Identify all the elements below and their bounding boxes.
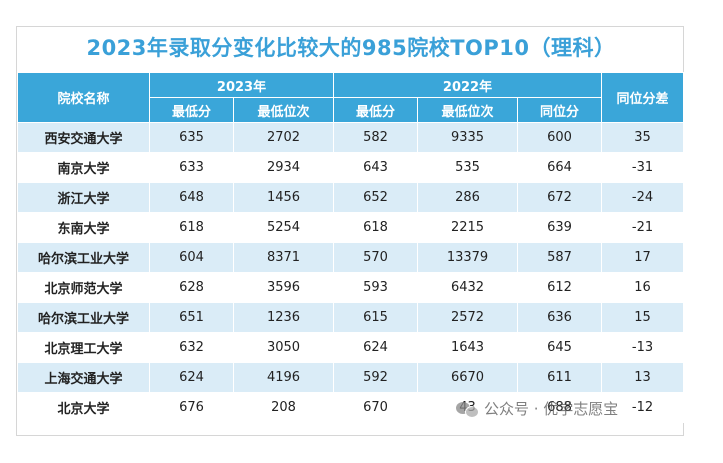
cell-2022-equiv-score: 611 [516, 362, 603, 393]
cell-diff: 17 [601, 242, 685, 273]
cell-school-name: 东南大学 [17, 212, 150, 243]
header-2023: 2023年 [149, 72, 334, 98]
header-row-sub: 最低分 最低位次 最低分 最低位次 同位分 [18, 97, 684, 123]
cell-2022-min-score: 618 [333, 212, 418, 243]
cell-school-name: 南京大学 [17, 152, 150, 183]
cell-2022-equiv-score: 664 [516, 152, 603, 183]
cell-2023-min-score: 633 [149, 152, 234, 183]
cell-2023-min-rank: 8371 [233, 242, 334, 273]
cell-2023-min-rank: 2934 [233, 152, 334, 183]
watermark: 公众号 · 优学志愿宝 [456, 398, 618, 419]
cell-2023-min-score: 635 [149, 122, 234, 153]
cell-2022-equiv-score: 688 [516, 392, 603, 423]
header-2022: 2022年 [332, 72, 603, 98]
admission-table: 院校名称 2023年 2022年 同位分差 最低分 最低位次 最低分 最低位次 … [17, 72, 685, 423]
cell-2022-min-rank: 2215 [417, 212, 518, 243]
table-row: 哈尔滨工业大学 651 1236 615 2572 636 15 [17, 302, 685, 333]
cell-2022-min-score: 593 [333, 272, 418, 303]
cell-2023-min-score: 624 [149, 362, 234, 393]
cell-2022-equiv-score: 587 [516, 242, 603, 273]
wechat-icon [456, 400, 479, 418]
cell-2022-min-rank: 6432 [417, 272, 518, 303]
cell-2022-min-score: 624 [333, 332, 418, 363]
header-row-top: 院校名称 2023年 2022年 同位分差 [17, 72, 685, 123]
cell-2022-min-score: 652 [333, 182, 418, 213]
cell-2023-min-rank: 208 [233, 392, 334, 423]
table-card: 2023年录取分变化比较大的985院校TOP10（理科） 院校名称 2023年 … [16, 26, 685, 436]
cell-diff: 13 [601, 362, 685, 393]
header-2023-min-rank: 最低位次 [233, 97, 334, 123]
cell-2023-min-score: 628 [149, 272, 234, 303]
cell-school-name: 哈尔滨工业大学 [17, 302, 150, 333]
cell-2022-min-rank: 43 [417, 392, 518, 423]
cell-2022-equiv-score: 600 [516, 122, 603, 153]
table-row: 南京大学 633 2934 643 535 664 -31 [17, 152, 685, 183]
table-row: 西安交通大学 635 2702 582 9335 600 35 [17, 122, 685, 153]
cell-2022-min-score: 670 [333, 392, 418, 423]
table-body: 西安交通大学 635 2702 582 9335 600 35 南京大学 633 2934 643 5… [17, 122, 685, 423]
cell-2022-min-rank: 2572 [417, 302, 518, 333]
cell-2023-min-rank: 3050 [233, 332, 334, 363]
table-row: 哈尔滨工业大学 604 8371 570 13379 587 17 [17, 242, 685, 273]
cell-2022-equiv-score: 636 [516, 302, 603, 333]
cell-2022-min-score: 592 [333, 362, 418, 393]
cell-2023-min-rank: 2702 [233, 122, 334, 153]
cell-2023-min-score: 651 [149, 302, 234, 333]
cell-diff: -12 [601, 392, 685, 423]
table-title: 2023年录取分变化比较大的985院校TOP10（理科） [86, 36, 616, 60]
cell-diff: 15 [601, 302, 685, 333]
header-2023-min-score: 最低分 [149, 97, 234, 123]
cell-diff: -21 [601, 212, 685, 243]
cell-diff: -13 [601, 332, 685, 363]
header-school: 院校名称 [17, 72, 150, 123]
table-row: 北京理工大学 632 3050 624 1643 645 -13 [17, 332, 685, 363]
cell-2023-min-rank: 1236 [233, 302, 334, 333]
table-row: 浙江大学 648 1456 652 286 672 -24 [17, 182, 685, 213]
cell-2023-min-rank: 5254 [233, 212, 334, 243]
cell-school-name: 北京师范大学 [17, 272, 150, 303]
table-row: 北京大学 676 208 670 43 688 -12 [17, 392, 685, 423]
cell-2022-min-score: 582 [333, 122, 418, 153]
cell-2023-min-score: 632 [149, 332, 234, 363]
cell-school-name: 哈尔滨工业大学 [17, 242, 150, 273]
cell-2022-min-rank: 286 [417, 182, 518, 213]
cell-diff: 16 [601, 272, 685, 303]
table-row: 东南大学 618 5254 618 2215 639 -21 [17, 212, 685, 243]
table-row: 上海交通大学 624 4196 592 6670 611 13 [17, 362, 685, 393]
cell-school-name: 上海交通大学 [17, 362, 150, 393]
cell-2022-min-score: 570 [333, 242, 418, 273]
cell-2023-min-score: 604 [149, 242, 234, 273]
header-2022-equiv-score: 同位分 [516, 97, 603, 123]
cell-2022-equiv-score: 645 [516, 332, 603, 363]
cell-2023-min-score: 648 [149, 182, 234, 213]
header-2022-min-score: 最低分 [333, 97, 418, 123]
cell-2022-equiv-score: 612 [516, 272, 603, 303]
cell-2023-min-score: 676 [149, 392, 234, 423]
cell-school-name: 浙江大学 [17, 182, 150, 213]
cell-2023-min-rank: 1456 [233, 182, 334, 213]
watermark-text: 公众号 · 优学志愿宝 [484, 400, 619, 418]
cell-2022-equiv-score: 639 [516, 212, 603, 243]
cell-school-name: 北京大学 [17, 392, 150, 423]
cell-2023-min-score: 618 [149, 212, 234, 243]
cell-2023-min-rank: 4196 [233, 362, 334, 393]
cell-2022-min-rank: 9335 [417, 122, 518, 153]
cell-2022-min-rank: 535 [417, 152, 518, 183]
cell-school-name: 北京理工大学 [17, 332, 150, 363]
cell-2022-min-score: 615 [333, 302, 418, 333]
cell-2022-min-rank: 1643 [417, 332, 518, 363]
cell-2022-min-score: 643 [333, 152, 418, 183]
cell-diff: 35 [601, 122, 685, 153]
table-row: 北京师范大学 628 3596 593 6432 612 16 [17, 272, 685, 303]
cell-2023-min-rank: 3596 [233, 272, 334, 303]
cell-2022-min-rank: 6670 [417, 362, 518, 393]
cell-2022-min-rank: 13379 [417, 242, 518, 273]
cell-school-name: 西安交通大学 [17, 122, 150, 153]
header-diff: 同位分差 [601, 72, 685, 123]
cell-diff: -31 [601, 152, 685, 183]
cell-diff: -24 [601, 182, 685, 213]
header-2022-min-rank: 最低位次 [417, 97, 518, 123]
cell-2022-equiv-score: 672 [516, 182, 603, 213]
